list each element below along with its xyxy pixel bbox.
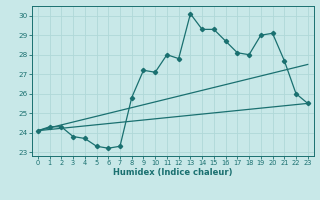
X-axis label: Humidex (Indice chaleur): Humidex (Indice chaleur) <box>113 168 233 177</box>
